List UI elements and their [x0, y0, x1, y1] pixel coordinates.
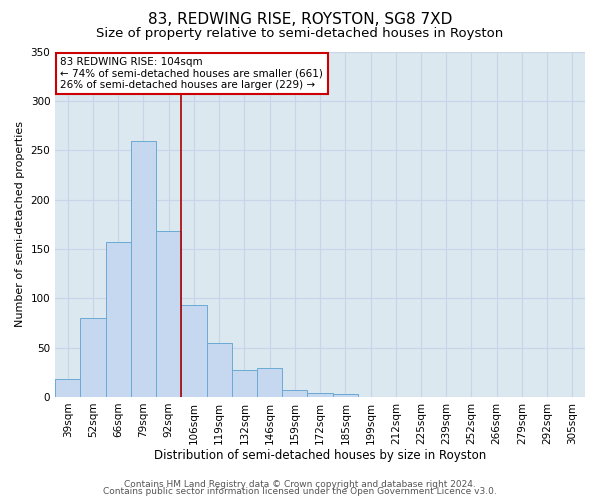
Bar: [257, 368, 282, 397]
Bar: [106, 242, 131, 397]
Text: 83 REDWING RISE: 104sqm
← 74% of semi-detached houses are smaller (661)
26% of s: 83 REDWING RISE: 104sqm ← 74% of semi-de…: [61, 56, 323, 90]
Bar: [232, 370, 257, 397]
Bar: [332, 394, 358, 397]
Text: Contains public sector information licensed under the Open Government Licence v3: Contains public sector information licen…: [103, 487, 497, 496]
Bar: [206, 342, 232, 397]
Text: Contains HM Land Registry data © Crown copyright and database right 2024.: Contains HM Land Registry data © Crown c…: [124, 480, 476, 489]
X-axis label: Distribution of semi-detached houses by size in Royston: Distribution of semi-detached houses by …: [154, 450, 486, 462]
Bar: [80, 318, 106, 397]
Text: Size of property relative to semi-detached houses in Royston: Size of property relative to semi-detach…: [97, 28, 503, 40]
Text: 83, REDWING RISE, ROYSTON, SG8 7XD: 83, REDWING RISE, ROYSTON, SG8 7XD: [148, 12, 452, 28]
Bar: [131, 142, 156, 397]
Bar: [282, 390, 307, 397]
Bar: [156, 231, 181, 397]
Bar: [181, 305, 206, 397]
Bar: [307, 393, 332, 397]
Bar: [55, 379, 80, 397]
Y-axis label: Number of semi-detached properties: Number of semi-detached properties: [15, 121, 25, 327]
